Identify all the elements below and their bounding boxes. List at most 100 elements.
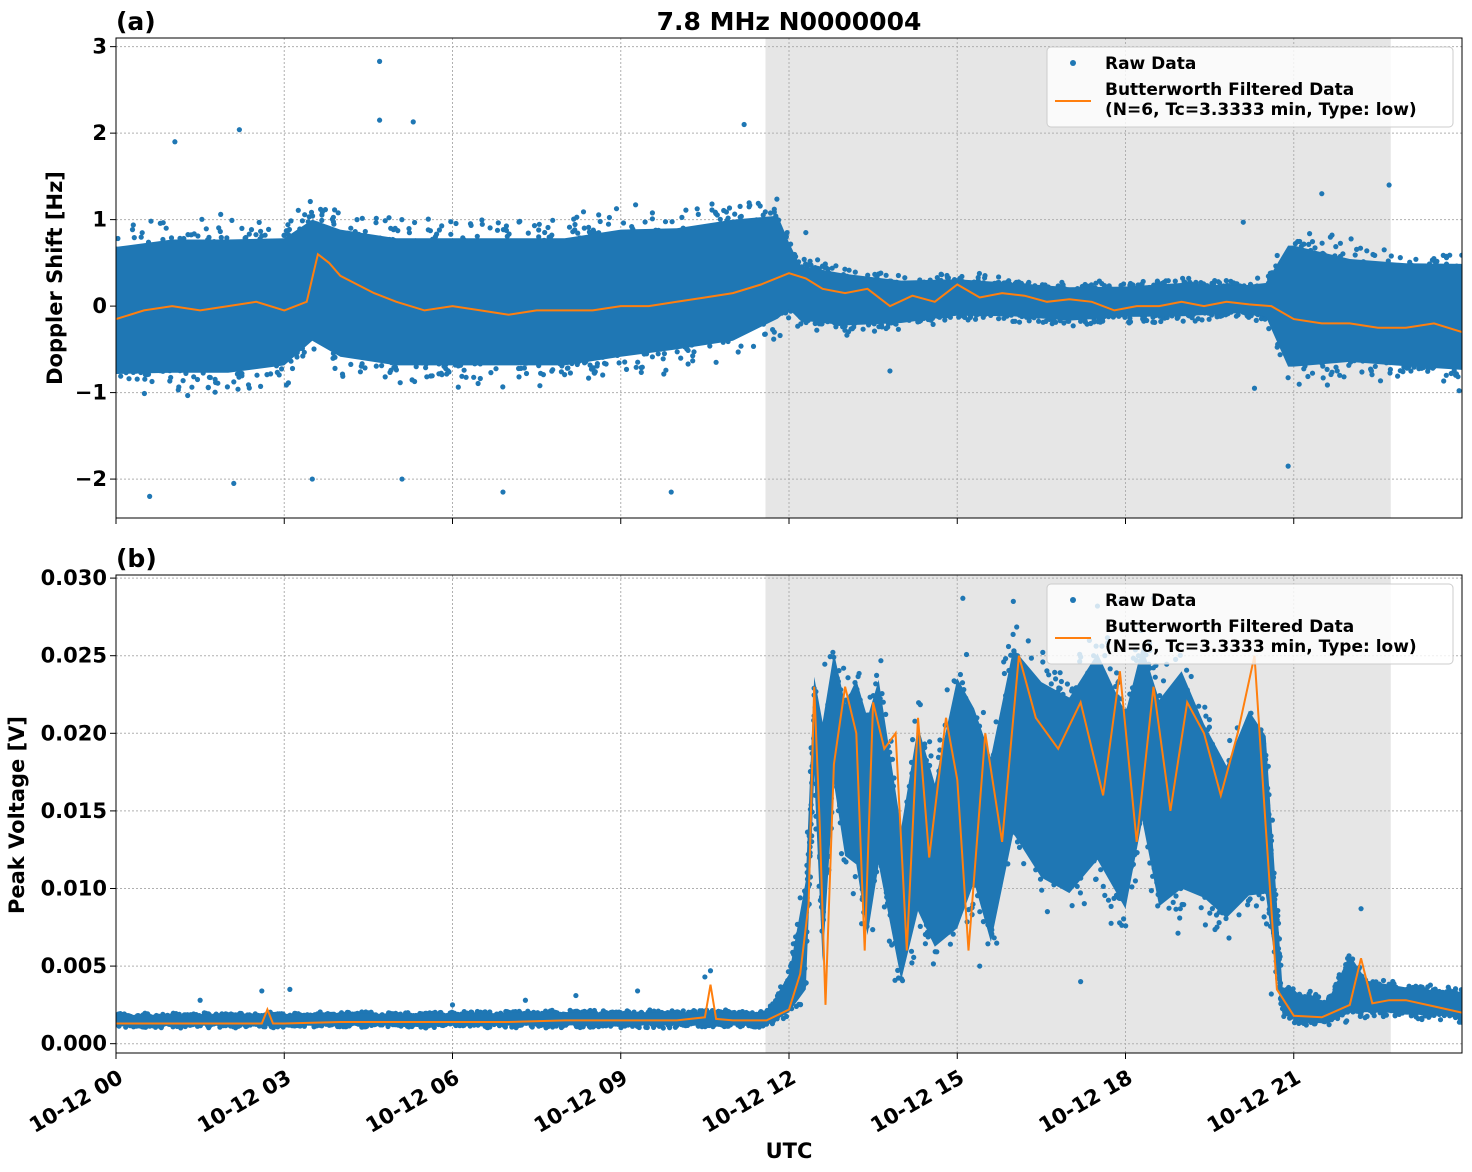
raw-data-point — [379, 363, 385, 369]
raw-data-point — [707, 343, 713, 349]
raw-data-point — [516, 374, 522, 380]
raw-data-point — [299, 218, 305, 224]
raw-data-point — [319, 217, 325, 223]
raw-data-point — [1012, 318, 1018, 324]
raw-data-point — [738, 343, 744, 349]
raw-data-point — [678, 355, 684, 361]
raw-data-point — [129, 227, 136, 233]
raw-data-point — [902, 275, 908, 281]
raw-data-point — [690, 358, 696, 364]
raw-data-point — [397, 380, 403, 386]
raw-data-point — [474, 233, 480, 239]
raw-data-point — [622, 359, 628, 365]
raw-data-point — [243, 234, 249, 241]
raw-data-point — [683, 207, 689, 213]
raw-data-point — [206, 234, 212, 240]
raw-data-point — [427, 228, 433, 234]
raw-data-point — [600, 372, 606, 378]
raw-data-point — [833, 324, 839, 330]
raw-data-point — [285, 222, 291, 228]
raw-data-point — [413, 364, 419, 370]
raw-data-point — [286, 226, 292, 233]
raw-data-point — [596, 212, 602, 218]
raw-data-point — [592, 369, 598, 375]
raw-data-point — [412, 219, 418, 226]
raw-data-point — [423, 365, 429, 371]
raw-data-point — [301, 349, 307, 355]
raw-data-point — [207, 374, 213, 381]
raw-data-point — [594, 361, 601, 367]
raw-data-point — [168, 235, 175, 241]
raw-data-point — [536, 234, 542, 240]
raw-data-point — [215, 380, 221, 386]
raw-data-point — [945, 275, 952, 281]
raw-data-point — [276, 372, 282, 378]
raw-data-point — [285, 380, 291, 386]
raw-data-point — [279, 366, 285, 372]
raw-data-point — [218, 234, 224, 241]
raw-data-point — [536, 227, 542, 233]
raw-data-point — [488, 370, 494, 376]
raw-data-point — [846, 267, 852, 273]
raw-data-point — [1026, 279, 1032, 285]
raw-data-point — [679, 214, 685, 220]
raw-data-point — [425, 216, 431, 222]
raw-data-point — [542, 229, 548, 236]
figure-title: 7.8 MHz N0000004 — [657, 7, 922, 36]
raw-data-point — [732, 211, 738, 217]
raw-data-point — [335, 210, 341, 216]
raw-data-point — [205, 384, 211, 390]
raw-data-point — [239, 370, 245, 377]
raw-data-point — [642, 219, 648, 225]
raw-data-point — [268, 371, 274, 377]
raw-data-point — [495, 220, 501, 226]
raw-data-point — [246, 385, 252, 391]
raw-data-point — [354, 217, 360, 223]
raw-data-point — [471, 374, 477, 380]
raw-data-point — [217, 228, 223, 235]
raw-data-point — [685, 361, 691, 367]
raw-data-point — [662, 219, 669, 225]
raw-data-point — [771, 336, 777, 342]
raw-data-point — [302, 212, 308, 218]
raw-data-point — [895, 272, 902, 279]
raw-data-point — [565, 365, 571, 371]
raw-data-point — [203, 226, 209, 232]
raw-data-point — [807, 258, 813, 264]
raw-data-point — [310, 213, 316, 219]
raw-data-point — [195, 233, 201, 239]
raw-data-point — [762, 331, 768, 337]
raw-data-point — [939, 272, 945, 278]
raw-data-point — [757, 203, 763, 209]
raw-data-point — [468, 222, 474, 228]
raw-data-point — [572, 227, 578, 233]
raw-data-point — [149, 378, 155, 385]
raw-data-point — [332, 365, 338, 371]
raw-data-point — [459, 373, 465, 379]
raw-data-point — [503, 223, 509, 229]
raw-data-point — [930, 321, 936, 327]
raw-data-point — [429, 373, 435, 379]
raw-data-point — [479, 221, 485, 227]
y-axis-label-doppler: Doppler Shift [Hz] — [43, 171, 67, 385]
raw-data-point — [148, 218, 154, 224]
raw-data-point — [982, 273, 988, 279]
raw-data-point — [567, 370, 574, 376]
raw-data-point — [517, 218, 523, 224]
raw-data-point — [231, 379, 237, 385]
raw-data-point — [581, 225, 587, 231]
raw-data-point — [801, 256, 807, 262]
raw-data-point — [717, 216, 723, 222]
raw-data-point — [386, 215, 392, 221]
raw-data-point — [649, 354, 656, 360]
raw-data-point — [311, 346, 317, 352]
raw-data-point — [348, 361, 354, 367]
raw-data-point — [503, 227, 509, 233]
raw-data-point — [521, 365, 528, 371]
raw-data-point — [623, 366, 630, 372]
raw-data-point — [633, 202, 639, 208]
raw-data-point — [487, 225, 493, 231]
panel-label-a: (a) — [116, 7, 156, 36]
raw-data-point — [825, 266, 831, 272]
